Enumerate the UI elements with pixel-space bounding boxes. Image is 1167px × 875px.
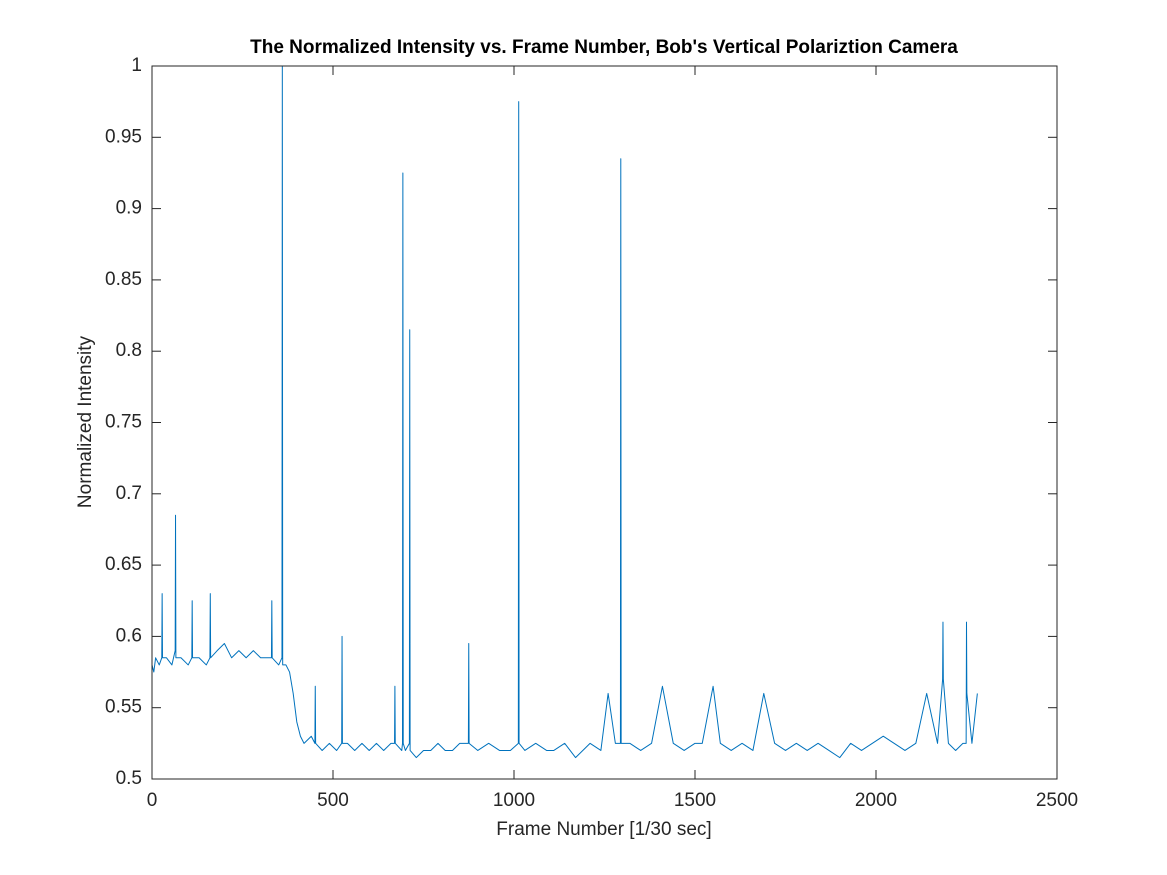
- x-tick-label: 1000: [493, 790, 535, 811]
- y-tick-label: 0.9: [116, 198, 142, 219]
- y-tick-label: 0.55: [105, 697, 142, 718]
- y-tick-label: 0.65: [105, 554, 142, 575]
- x-tick-label: 0: [147, 790, 158, 811]
- chart-title: The Normalized Intensity vs. Frame Numbe…: [250, 37, 958, 58]
- y-tick-label: 0.95: [105, 126, 142, 147]
- x-tick-label: 2000: [855, 790, 897, 811]
- y-axis-label: Normalized Intensity: [75, 335, 96, 508]
- y-tick-label: 0.8: [116, 340, 142, 361]
- x-tick-label: 1500: [674, 790, 716, 811]
- y-tick-label: 0.5: [116, 768, 142, 789]
- y-tick-label: 0.7: [116, 483, 142, 504]
- y-tick-label: 0.85: [105, 269, 142, 290]
- x-tick-label: 500: [317, 790, 349, 811]
- data-line: [151, 65, 978, 759]
- y-tick-label: 1: [131, 55, 142, 76]
- x-axis-label: Frame Number [1/30 sec]: [496, 819, 711, 840]
- x-tick-label: 2500: [1036, 790, 1078, 811]
- y-tick-label: 0.6: [116, 625, 142, 646]
- y-tick-label: 0.75: [105, 412, 142, 433]
